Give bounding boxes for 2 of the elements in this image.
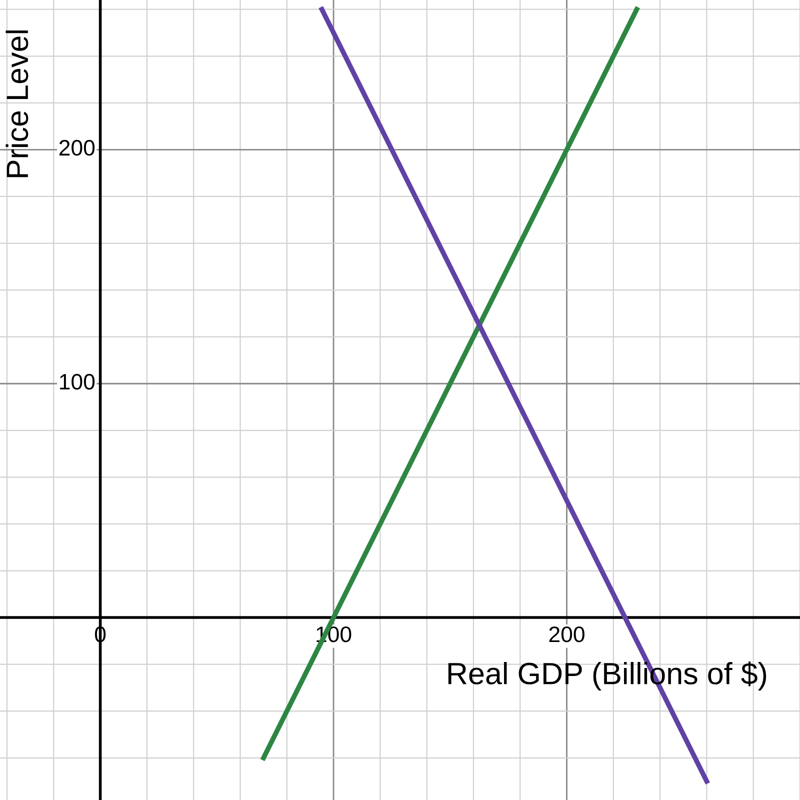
y-axis-title: Price Level	[6, 30, 28, 178]
x-tick-label: 200	[549, 626, 584, 642]
